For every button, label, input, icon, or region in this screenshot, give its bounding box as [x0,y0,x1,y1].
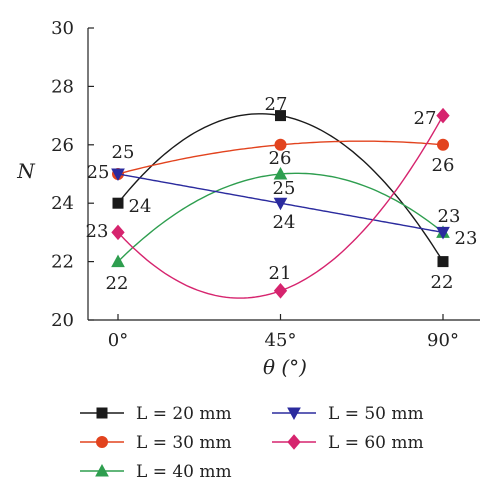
x-ticks: 0° 45° 90° [108,314,459,351]
series-1 [112,110,449,268]
legend-item: L = 60 mm [272,433,424,453]
data-point [111,224,125,241]
data-point [273,166,288,180]
data-label: 22 [431,272,454,293]
legend-label: L = 20 mm [136,404,232,424]
legend-item: L = 50 mm [272,404,424,424]
data-label: 26 [269,148,292,169]
data-label: 25 [273,178,296,199]
x-tick-label: 90° [427,330,459,351]
y-axis-title: N [16,159,36,183]
legend-label: L = 40 mm [136,462,232,482]
series-5 [111,107,450,299]
legend-marker [95,463,109,477]
data-label: 27 [414,108,437,129]
y-tick-label: 22 [51,252,74,273]
x-tick-label: 45° [265,330,297,351]
data-point [436,107,450,124]
series-layer [111,107,450,299]
data-point [111,254,125,268]
x-axis-title: θ (°) [263,355,307,379]
legend-marker [287,434,301,450]
data-point [275,110,286,122]
data-point [111,168,125,182]
series-3 [111,166,450,268]
y-tick-label: 30 [51,18,74,39]
legend-marker [96,436,108,448]
data-label: 23 [438,206,461,227]
data-labels: 27 25 25 24 26 25 24 23 22 21 27 26 23 2… [86,94,478,294]
legend-item: L = 30 mm [80,433,232,453]
data-point [273,283,288,299]
y-tick-label: 24 [51,193,74,214]
legend-marker [287,407,301,421]
data-label: 21 [269,263,292,284]
data-label: 22 [106,273,129,294]
data-label: 25 [87,162,110,183]
data-point [437,256,449,268]
data-point [274,138,287,151]
data-label: 26 [432,155,455,176]
legend: L = 20 mm L = 50 mm L = 30 mm L = 60 mm L = … [80,404,424,482]
data-point [112,197,124,209]
x-tick-label: 0° [108,330,128,351]
y-tick-label: 28 [51,76,74,97]
legend-label: L = 60 mm [328,433,424,453]
data-label: 23 [86,221,109,242]
data-label: 24 [129,196,152,217]
data-label: 25 [112,142,135,163]
legend-marker [96,407,108,419]
y-tick-label: 20 [51,310,74,331]
data-point [437,138,449,151]
data-label: 24 [273,212,296,233]
y-ticks: 20 22 24 26 28 30 [51,18,94,331]
data-label: 23 [455,228,478,249]
data-point [273,197,288,211]
legend-label: L = 30 mm [136,433,232,453]
legend-item: L = 20 mm [80,404,232,424]
axes [87,28,480,321]
legend-item: L = 40 mm [80,462,232,482]
data-label: 27 [265,94,288,115]
legend-label: L = 50 mm [328,404,424,424]
data-point [436,226,450,240]
series-4 [111,168,450,240]
y-tick-label: 26 [51,135,74,156]
